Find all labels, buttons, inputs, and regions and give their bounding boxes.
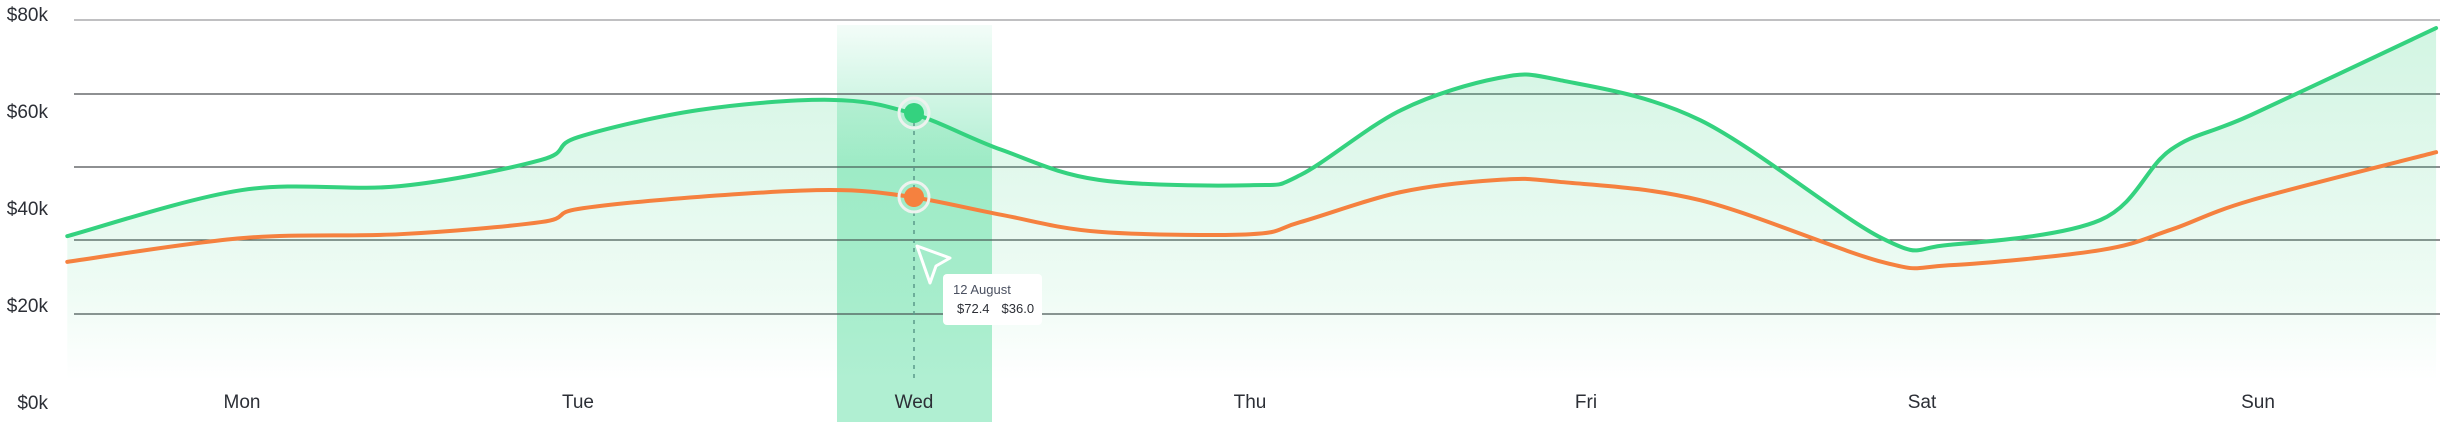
x-tick-label-wed: Wed bbox=[895, 392, 934, 413]
hover-marker-series-1 bbox=[904, 103, 924, 123]
x-tick-label-mon: Mon bbox=[224, 392, 261, 413]
hover-marker-ring bbox=[897, 180, 931, 214]
x-tick-label-thu: Thu bbox=[1234, 392, 1267, 413]
y-tick-label: $20k bbox=[7, 296, 49, 317]
y-tick-label: $80k bbox=[7, 5, 49, 26]
hover-marker-series-2 bbox=[904, 187, 924, 207]
y-tick-label: $40k bbox=[7, 199, 49, 220]
cursor-icon bbox=[915, 244, 952, 285]
x-tick-label-fri: Fri bbox=[1575, 392, 1597, 413]
x-tick-label-sun: Sun bbox=[2241, 392, 2275, 413]
x-tick-label-tue: Tue bbox=[562, 392, 594, 413]
tooltip-date: 12 August bbox=[953, 282, 1011, 297]
x-tick-label-sat: Sat bbox=[1908, 392, 1937, 413]
y-tick-label: $60k bbox=[7, 102, 49, 123]
series-1-area bbox=[67, 28, 2437, 380]
series-1-line bbox=[65, 26, 2439, 253]
tooltip-value-1: $72.4 bbox=[957, 301, 990, 316]
tooltip: 12 August $72.4 $36.0 bbox=[943, 274, 1042, 325]
y-tick-label: $0k bbox=[17, 393, 48, 414]
hover-marker-ring bbox=[897, 96, 931, 130]
tooltip-value-2: $36.0 bbox=[1001, 301, 1035, 316]
series-2-line bbox=[65, 150, 2439, 271]
